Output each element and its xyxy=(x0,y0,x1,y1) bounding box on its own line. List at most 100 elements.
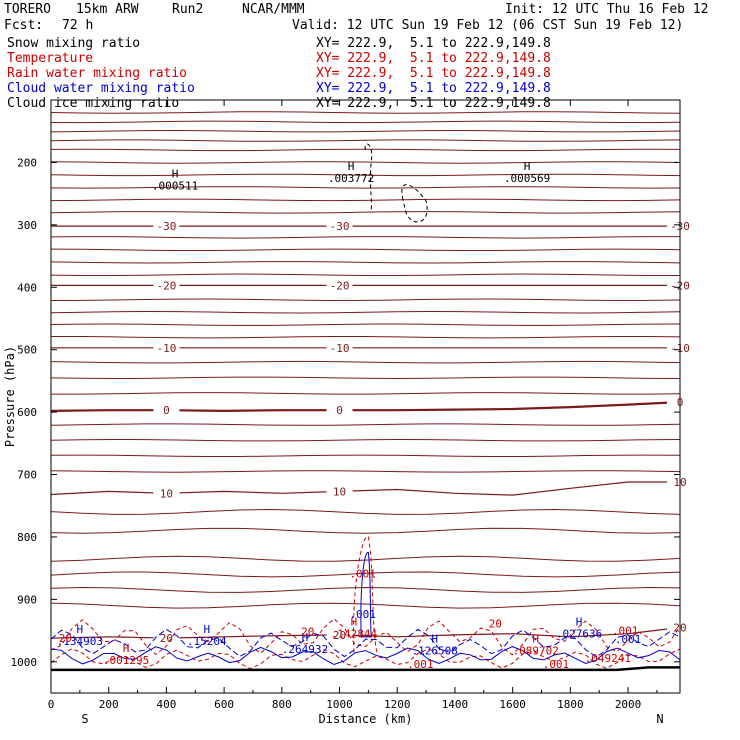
isotherm-label: 10 xyxy=(333,485,346,498)
max-marker: H xyxy=(431,632,438,645)
header-org: NCAR/MMM xyxy=(242,2,305,17)
x-tick-label: 1200 xyxy=(384,698,411,711)
x-tick-label: 1800 xyxy=(557,698,584,711)
isotherm-line xyxy=(50,111,681,114)
header-init: Init: 12 UTC Thu 16 Feb 12 xyxy=(505,2,709,17)
header-valid: Valid: 12 UTC Sun 19 Feb 12 (06 CST Sun … xyxy=(292,18,684,33)
isotherm-line xyxy=(50,211,681,214)
isotherm-line xyxy=(50,470,681,473)
x-tick-label: 800 xyxy=(272,698,292,711)
max-marker: H xyxy=(172,167,179,180)
contour-label: .001 xyxy=(407,658,434,671)
isotherm-label-bg xyxy=(153,487,180,500)
x-axis-label: Distance (km) xyxy=(319,712,413,726)
x-tick-label: 1400 xyxy=(442,698,469,711)
max-value-label: .001295 xyxy=(103,654,149,667)
max-value-label: .000511 xyxy=(152,179,198,192)
isotherm-line xyxy=(51,336,681,339)
y-tick-label: 700 xyxy=(17,469,37,482)
isotherm-label: -30 xyxy=(330,220,350,233)
legend-entry-xy: XY= 222.9, 5.1 to 222.9,149.8 xyxy=(316,51,551,66)
isotherm-label-bg xyxy=(153,341,180,354)
x-tick-label: 1600 xyxy=(499,698,526,711)
y-axis-label: Pressure (hPa) xyxy=(3,346,17,447)
max-marker: H xyxy=(524,160,531,173)
isotherm-label: -30 xyxy=(156,220,176,233)
legend-entry-name: Snow mixing ratio xyxy=(7,36,141,51)
x-tick-label: 400 xyxy=(156,698,176,711)
isotherm-line xyxy=(50,527,681,534)
isotherm-label: 0 xyxy=(163,404,170,417)
isotherm-line xyxy=(50,186,681,189)
isotherm-label: -20 xyxy=(156,279,176,292)
isotherm-line xyxy=(50,129,681,133)
isotherm-labeled-line xyxy=(50,481,680,496)
isotherm-label-bg xyxy=(326,485,353,498)
max-marker: H xyxy=(532,632,539,645)
legend-entry-name: Rain water mixing ratio xyxy=(7,66,188,81)
max-value-label: .003772 xyxy=(328,172,374,185)
contour-label: .001 xyxy=(612,624,639,637)
contour-label: .001 xyxy=(615,633,642,646)
isotherm-line xyxy=(50,198,681,202)
isotherm-line xyxy=(50,139,681,142)
y-tick-label: 900 xyxy=(17,593,37,606)
isotherm-labeled-line xyxy=(50,401,681,413)
isotherm-line xyxy=(50,376,681,380)
max-value-label: .15204 xyxy=(187,635,227,648)
isotherm-label: -10 xyxy=(330,342,350,355)
legend-entry-name: Temperature xyxy=(7,51,94,66)
north-end-label: N xyxy=(656,712,663,726)
isotherm-line xyxy=(50,261,681,264)
header-fcst-value: 72 h xyxy=(62,18,94,33)
isotherm-line xyxy=(50,586,681,593)
x-tick-label: 200 xyxy=(99,698,119,711)
isotherm-line xyxy=(50,236,680,239)
x-tick-label: 1000 xyxy=(326,698,353,711)
max-value-label: .000569 xyxy=(504,172,550,185)
max-marker: H xyxy=(77,623,84,636)
y-tick-label: 800 xyxy=(17,531,37,544)
legend-entry-name: Cloud water mixing ratio xyxy=(7,81,195,96)
isotherm-line xyxy=(50,173,681,177)
max-value-label: .142844 xyxy=(331,628,378,641)
isotherm-line xyxy=(51,392,681,395)
isotherm-line xyxy=(50,571,681,578)
isotherm-line xyxy=(50,273,680,276)
contour-label: 20 xyxy=(301,626,314,639)
y-tick-label: 1000 xyxy=(11,656,38,669)
isotherm-line xyxy=(50,310,681,314)
max-marker: H xyxy=(348,160,355,173)
isotherm-line xyxy=(50,323,681,326)
cloud-water-tower-contour xyxy=(360,552,372,638)
isotherm-label: 20 xyxy=(333,629,346,642)
header-run: Run2 xyxy=(172,2,204,17)
legend-entry-xy: XY= 222.9, 5.1 to 222.9,149.8 xyxy=(316,36,551,51)
isotherm-label-bg xyxy=(326,279,353,292)
contour-label: .001 xyxy=(349,608,376,621)
max-marker: H xyxy=(123,642,130,655)
south-end-label: S xyxy=(81,712,88,726)
contour-label: .049241 xyxy=(585,652,631,665)
contour-label: .001 xyxy=(543,658,570,671)
isotherm-line xyxy=(50,555,681,562)
max-value-label: .264932 xyxy=(282,643,328,656)
isotherm-label: 0 xyxy=(336,404,343,417)
plot-frame xyxy=(50,99,681,694)
header-resolution: 15km ARW xyxy=(76,2,139,17)
isotherm-line xyxy=(50,120,681,124)
max-marker: H xyxy=(351,616,358,629)
isotherm-label: 20 xyxy=(160,632,173,645)
contour-label: .001 xyxy=(349,568,376,581)
max-value-label: .126508 xyxy=(412,644,458,657)
isotherm-label: -10 xyxy=(156,342,176,355)
max-marker: H xyxy=(302,631,309,644)
y-tick-label: 600 xyxy=(17,406,37,419)
isotherm-line xyxy=(50,508,681,515)
isotherm-label-bg xyxy=(326,628,353,641)
isotherm-line xyxy=(50,602,681,609)
cloud-water-contour xyxy=(50,646,681,666)
isotherm-line xyxy=(50,360,681,364)
isotherm-line xyxy=(50,298,681,302)
